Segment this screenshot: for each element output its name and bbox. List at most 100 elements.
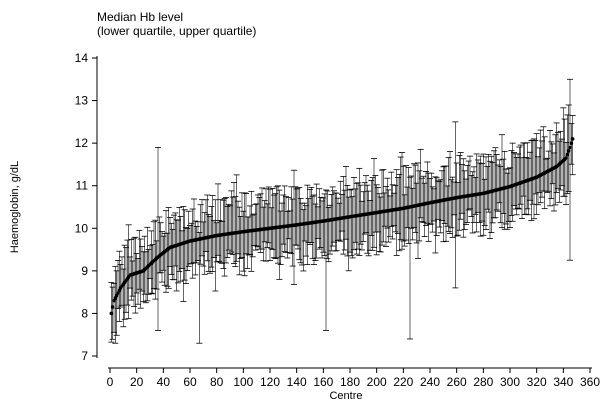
iqr-interval <box>376 193 383 252</box>
iqr-interval <box>288 186 295 255</box>
iqr-interval <box>235 200 241 255</box>
iqr-interval <box>253 203 260 247</box>
iqr-interval <box>535 156 541 206</box>
iqr-interval <box>300 209 307 272</box>
x-tick-label: 280 <box>473 375 493 389</box>
median-point <box>564 156 568 160</box>
iqr-interval <box>323 189 329 331</box>
median-point <box>566 149 571 153</box>
iqr-interval <box>428 172 435 225</box>
x-tick-label: 120 <box>260 375 280 389</box>
iqr-interval <box>241 192 248 277</box>
iqr-interval <box>487 160 493 239</box>
iqr-interval <box>347 189 353 253</box>
iqr-interval <box>453 162 460 237</box>
iqr-interval <box>547 129 553 207</box>
x-tick-label: 0 <box>107 375 114 389</box>
iqr-interval <box>464 164 471 223</box>
iqr-interval <box>336 202 343 241</box>
iqr-interval <box>176 206 183 272</box>
y-tick-label: 8 <box>81 306 88 320</box>
iqr-interval <box>221 198 228 277</box>
iqr-interval <box>569 115 576 176</box>
iqr-interval <box>245 216 252 256</box>
iqr-interval <box>484 166 491 210</box>
iqr-interval <box>497 166 504 224</box>
iqr-interval <box>511 152 517 206</box>
iqr-interval <box>172 212 179 267</box>
iqr-interval <box>297 198 304 264</box>
iqr-interval <box>340 176 347 255</box>
iqr-interval <box>295 187 301 250</box>
iqr-interval <box>396 173 403 252</box>
iqr-interval <box>177 216 184 282</box>
iqr-interval <box>407 176 413 340</box>
iqr-interval <box>145 249 152 295</box>
iqr-interval <box>252 204 259 251</box>
iqr-interval <box>212 199 219 292</box>
iqr-interval <box>437 179 444 234</box>
iqr-interval <box>173 219 180 292</box>
iqr-interval <box>552 134 559 206</box>
iqr-interval <box>432 176 439 254</box>
iqr-interval <box>264 203 271 249</box>
iqr-interval <box>119 256 125 306</box>
iqr-interval <box>157 222 164 274</box>
iqr-interval <box>139 246 145 292</box>
iqr-interval <box>255 194 261 248</box>
iqr-interval <box>196 232 203 344</box>
x-tick-label: 160 <box>313 375 333 389</box>
iqr-interval <box>280 194 287 245</box>
y-tick-label: 14 <box>75 51 89 65</box>
iqr-interval <box>184 228 191 271</box>
iqr-interval <box>303 205 309 257</box>
iqr-interval <box>289 198 296 267</box>
iqr-interval <box>373 184 380 256</box>
iqr-interval <box>223 196 229 264</box>
iqr-interval <box>400 165 407 242</box>
iqr-interval <box>455 182 461 236</box>
iqr-interval <box>412 164 419 233</box>
iqr-interval <box>181 209 188 281</box>
iqr-interval <box>188 222 195 265</box>
iqr-interval <box>361 182 368 235</box>
iqr-interval <box>305 198 312 243</box>
iqr-interval <box>285 197 292 240</box>
iqr-interval <box>292 186 299 246</box>
iqr-interval <box>503 168 509 225</box>
x-tick-label: 220 <box>393 375 413 389</box>
iqr-interval <box>239 192 245 258</box>
iqr-interval <box>273 186 280 259</box>
iqr-interval <box>227 205 233 254</box>
iqr-interval <box>124 239 131 306</box>
iqr-interval <box>191 198 197 264</box>
iqr-interval <box>551 152 557 212</box>
iqr-interval <box>353 182 360 255</box>
iqr-interval <box>515 153 521 209</box>
iqr-interval <box>151 221 157 289</box>
median-point <box>569 141 574 145</box>
iqr-interval <box>389 184 396 240</box>
iqr-interval <box>516 146 523 210</box>
iqr-interval <box>257 193 264 253</box>
iqr-interval <box>385 189 392 243</box>
iqr-interval <box>341 189 348 251</box>
iqr-interval <box>183 227 189 284</box>
x-tick-label: 140 <box>287 375 307 389</box>
iqr-interval <box>433 177 440 236</box>
iqr-interval <box>409 187 416 241</box>
iqr-interval <box>356 167 363 256</box>
iqr-interval <box>421 182 428 237</box>
iqr-interval <box>348 188 355 257</box>
iqr-interval <box>308 186 315 243</box>
iqr-interval <box>447 151 453 234</box>
x-axis-title: Centre <box>329 390 362 402</box>
iqr-interval <box>553 122 560 193</box>
iqr-interval <box>456 155 463 231</box>
iqr-interval <box>331 190 337 243</box>
iqr-interval <box>329 186 336 247</box>
iqr-interval <box>388 171 395 227</box>
iqr-interval <box>175 219 181 284</box>
iqr-interval <box>519 157 525 219</box>
iqr-interval <box>137 238 144 309</box>
